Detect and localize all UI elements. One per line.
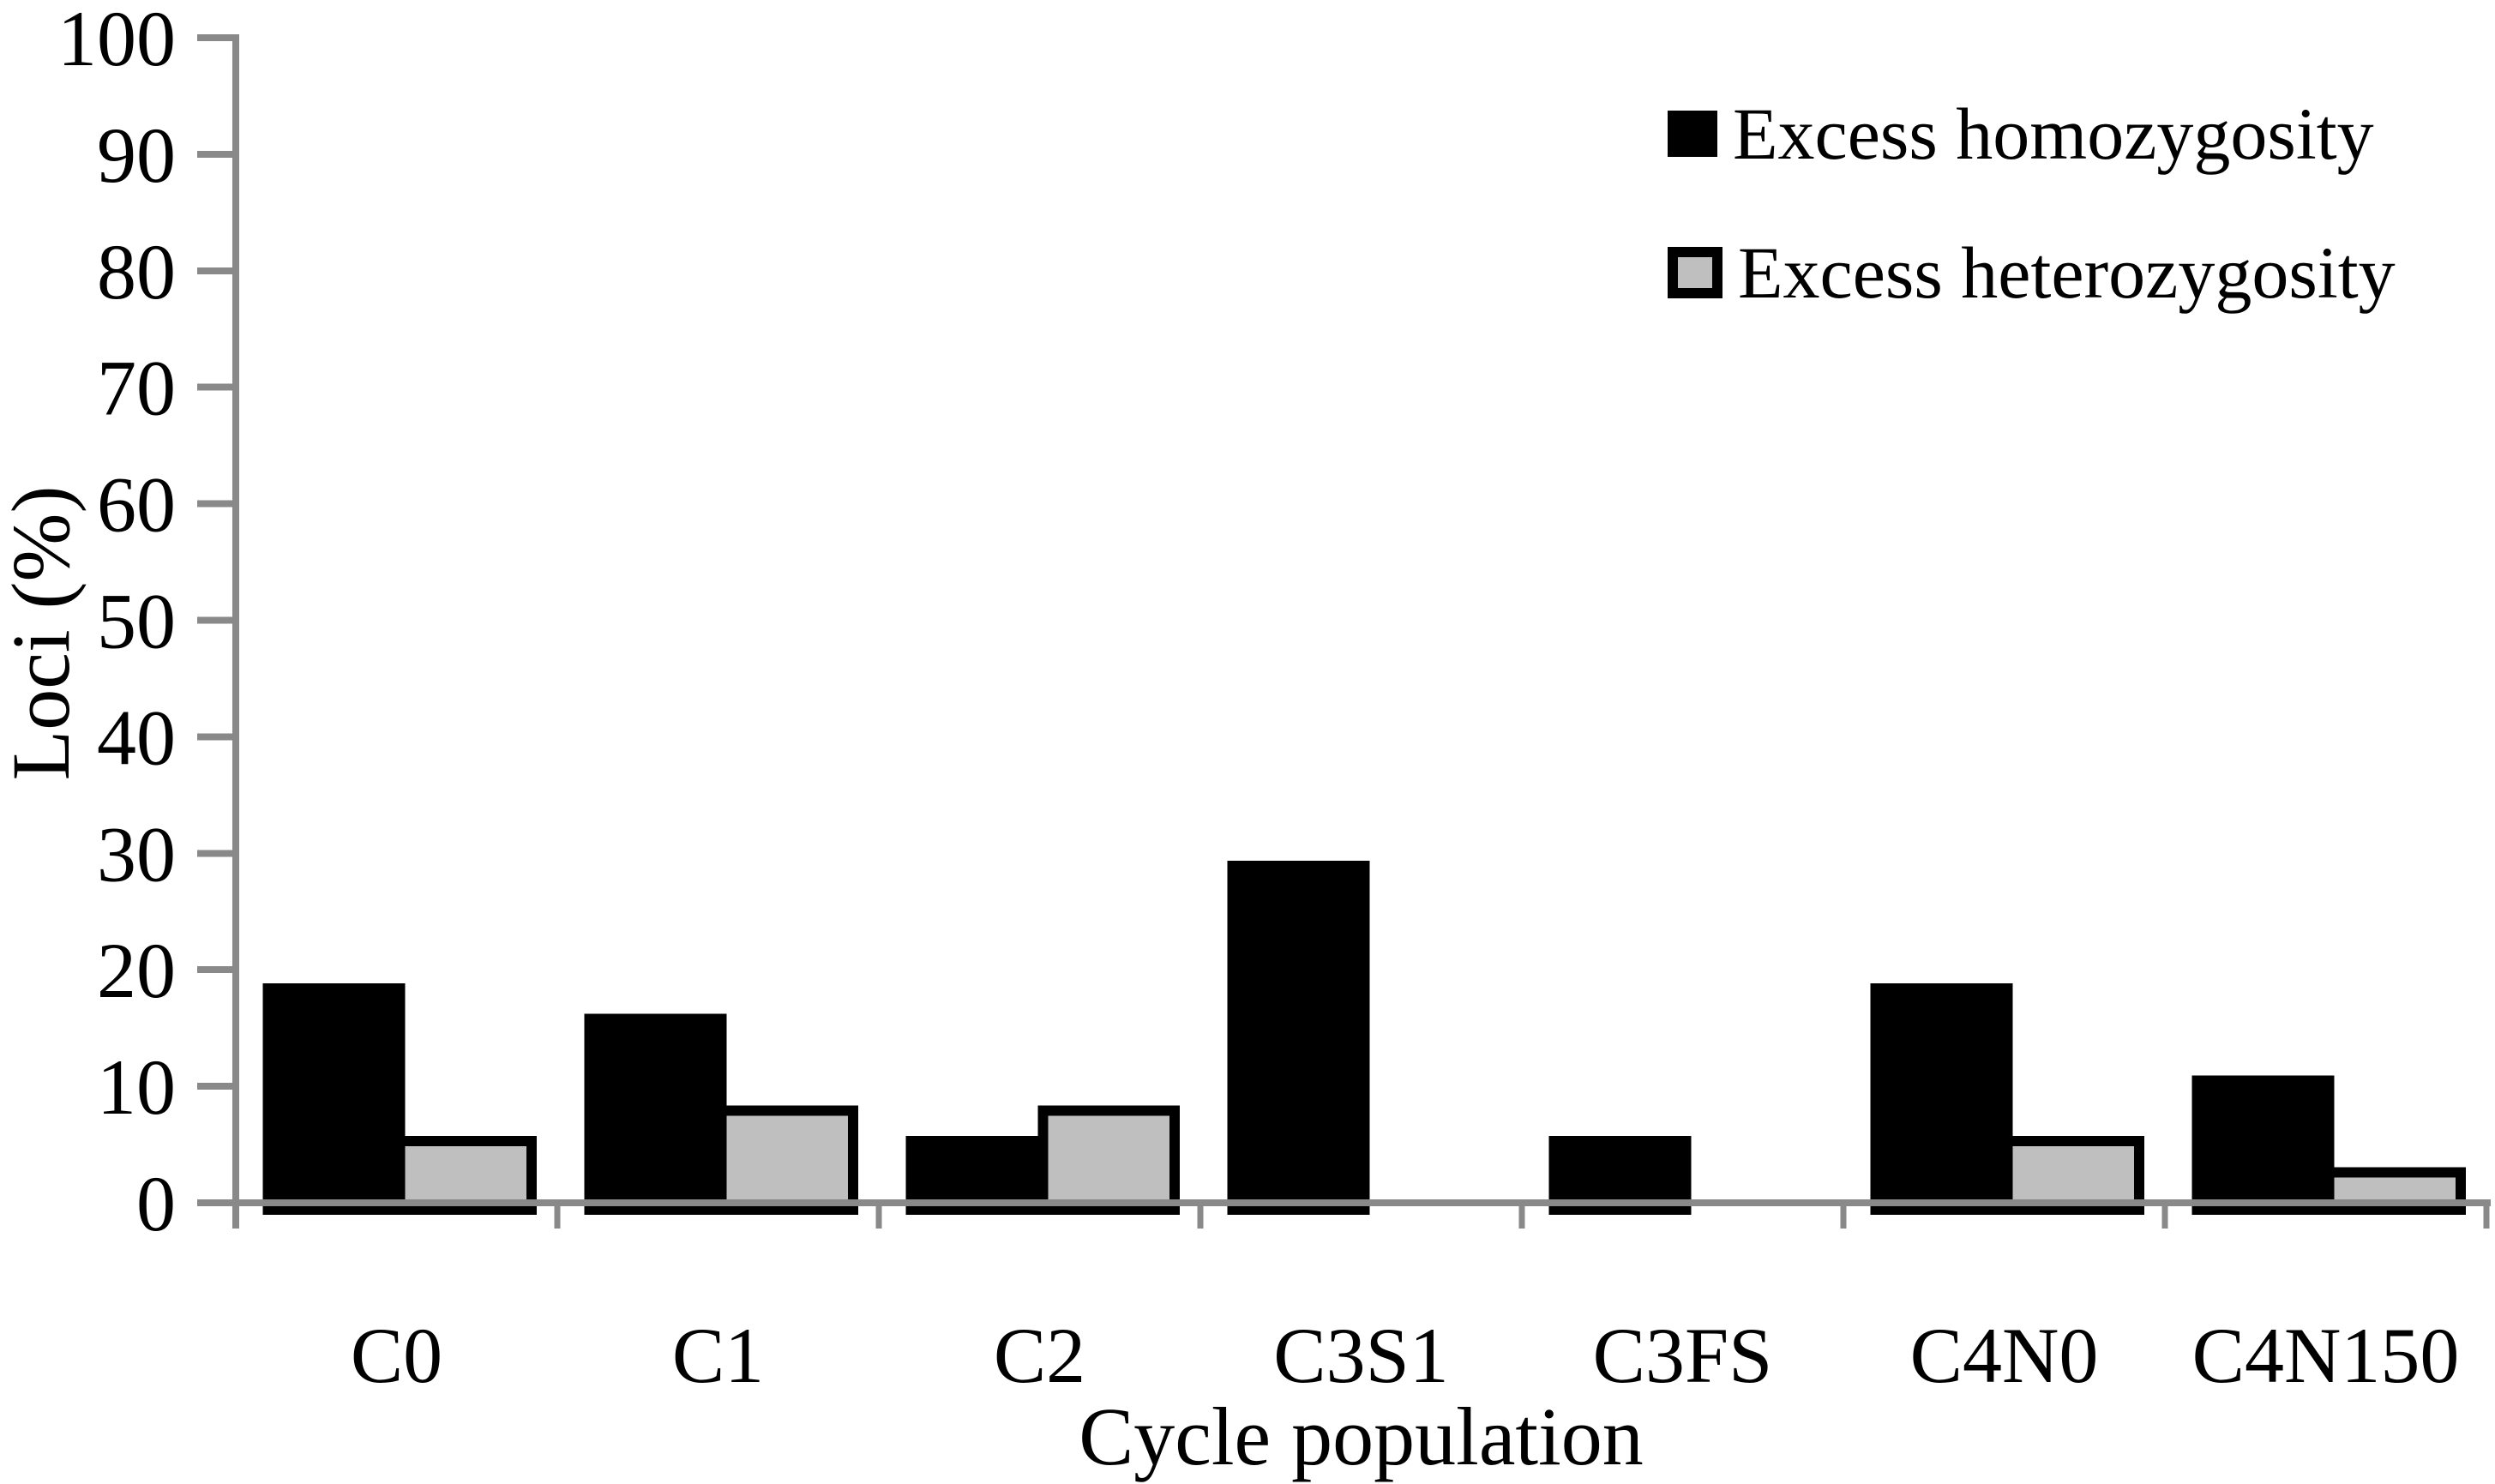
- y-tick-label-10: 10: [97, 1043, 176, 1131]
- category-label-c2: C2: [994, 1312, 1085, 1399]
- y-tick-label-60: 60: [97, 461, 176, 549]
- bar-c4n0-excess-homozygosity: [1870, 982, 2013, 1216]
- y-tick-label-40: 40: [97, 694, 176, 781]
- y-tick-label-80: 80: [97, 228, 176, 315]
- bar-c4n150-excess-homozygosity: [2191, 1075, 2335, 1216]
- bar-c1-excess-heterozygosity: [716, 1105, 859, 1215]
- x-category-tick: [1518, 1203, 1525, 1229]
- x-category-tick: [2161, 1203, 2168, 1229]
- y-tick-40: [197, 733, 236, 741]
- bar-c2-excess-homozygosity: [905, 1136, 1049, 1215]
- legend-swatch-black-icon: [1668, 111, 1717, 157]
- y-tick-label-50: 50: [97, 578, 176, 665]
- legend: Excess homozygosity Excess heterozygosit…: [1668, 89, 2396, 317]
- y-tick-label-20: 20: [97, 927, 176, 1014]
- y-tick-60: [197, 500, 236, 508]
- category-label-c3s1: C3S1: [1273, 1312, 1449, 1399]
- x-category-tick: [875, 1203, 882, 1229]
- x-axis-line: [197, 1199, 2491, 1206]
- x-category-tick: [1840, 1203, 1847, 1229]
- category-label-c0: C0: [351, 1312, 442, 1399]
- y-tick-100: [197, 34, 236, 41]
- category-label-c3fs: C3FS: [1593, 1312, 1773, 1399]
- y-tick-90: [197, 150, 236, 158]
- y-tick-label-100: 100: [57, 0, 176, 82]
- bar-c0-excess-homozygosity: [262, 982, 406, 1216]
- y-tick-70: [197, 383, 236, 391]
- legend-label-heterozygosity: Excess heterozygosity: [1738, 231, 2396, 314]
- category-label-c1: C1: [672, 1312, 764, 1399]
- x-category-tick: [554, 1203, 561, 1229]
- bar-c4n0-excess-heterozygosity: [2002, 1136, 2145, 1215]
- x-category-tick: [1197, 1203, 1204, 1229]
- y-tick-label-90: 90: [97, 111, 176, 199]
- y-tick-label-0: 0: [136, 1160, 176, 1247]
- category-label-c4n150: C4N150: [2192, 1312, 2460, 1399]
- bar-c0-excess-heterozygosity: [394, 1136, 538, 1215]
- x-category-tick: [232, 1203, 239, 1229]
- y-tick-80: [197, 267, 236, 274]
- y-tick-20: [197, 966, 236, 974]
- x-category-tick: [2483, 1203, 2490, 1229]
- y-tick-label-30: 30: [97, 810, 176, 898]
- bar-c1-excess-homozygosity: [584, 1013, 727, 1216]
- bar-c2-excess-heterozygosity: [1037, 1105, 1181, 1215]
- y-tick-30: [197, 850, 236, 857]
- y-tick-50: [197, 616, 236, 624]
- bar-c3fs-excess-homozygosity: [1548, 1136, 1692, 1215]
- category-label-c4n0: C4N0: [1910, 1312, 2099, 1399]
- y-tick-label-70: 70: [97, 345, 176, 432]
- y-axis-title: Loci (%): [0, 486, 87, 781]
- legend-item-heterozygosity: Excess heterozygosity: [1668, 228, 2396, 317]
- legend-label-homozygosity: Excess homozygosity: [1733, 93, 2374, 175]
- legend-swatch-gray-icon: [1668, 247, 1722, 298]
- legend-item-homozygosity: Excess homozygosity: [1668, 89, 2396, 178]
- y-tick-10: [197, 1083, 236, 1090]
- bar-c3s1-excess-homozygosity: [1227, 861, 1370, 1215]
- y-axis-line: [232, 34, 239, 1229]
- x-axis-title: Cycle population: [1079, 1391, 1644, 1482]
